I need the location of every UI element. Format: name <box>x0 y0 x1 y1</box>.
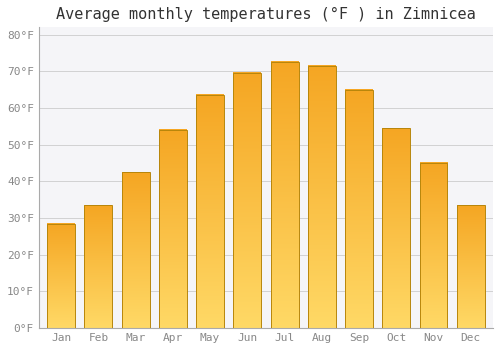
Bar <box>84 205 112 328</box>
Bar <box>122 172 150 328</box>
Bar <box>345 90 373 328</box>
Bar <box>457 205 484 328</box>
Bar <box>196 95 224 328</box>
Bar <box>270 62 298 328</box>
Bar <box>420 163 448 328</box>
Bar <box>234 73 262 328</box>
Bar <box>47 224 75 328</box>
Bar <box>382 128 410 328</box>
Bar <box>159 130 187 328</box>
Title: Average monthly temperatures (°F ) in Zimnicea: Average monthly temperatures (°F ) in Zi… <box>56 7 476 22</box>
Bar <box>308 66 336 328</box>
